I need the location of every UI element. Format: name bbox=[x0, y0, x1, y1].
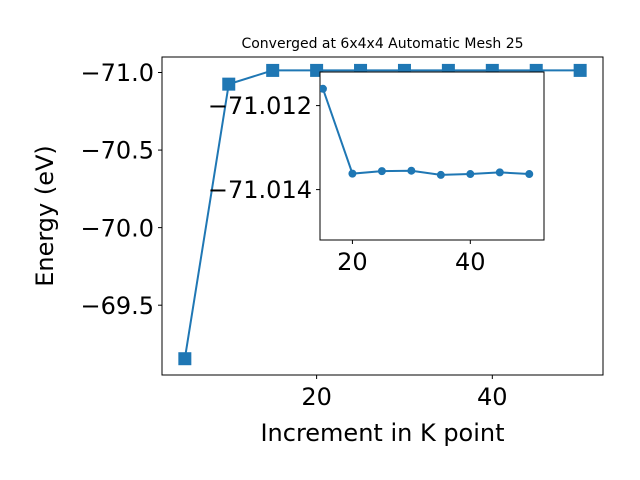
inset-x-tick-label: 40 bbox=[455, 248, 486, 276]
main-y-tick-label: −70.5 bbox=[80, 137, 154, 165]
main-x-tick-label: 40 bbox=[477, 383, 508, 411]
main-y-tick-label: −69.5 bbox=[80, 292, 154, 320]
inset-plot-frame bbox=[319, 71, 545, 241]
inset-series-group bbox=[320, 84, 534, 179]
main-data-point bbox=[573, 63, 587, 77]
main-y-ticks: −69.5 −70.0 −70.5 −71.0 bbox=[80, 59, 162, 320]
inset-x-ticks: 20 40 bbox=[337, 240, 486, 276]
inset-data-point bbox=[407, 166, 416, 175]
inset-data-point bbox=[348, 169, 357, 178]
inset-series-line bbox=[322, 88, 530, 176]
main-data-point bbox=[266, 63, 280, 77]
inset-plot: 20 40 −71.014−71.012 bbox=[208, 71, 545, 276]
inset-y-ticks: −71.014 −71.012 bbox=[208, 92, 320, 204]
inset-data-point bbox=[495, 168, 504, 177]
x-axis-label: Increment in K point bbox=[260, 419, 504, 447]
inset-x-tick-label: 20 bbox=[337, 248, 368, 276]
main-y-tick-label: −70.0 bbox=[80, 214, 154, 242]
main-x-tick-label: 20 bbox=[301, 383, 332, 411]
main-series-line bbox=[183, 69, 581, 359]
inset-data-point bbox=[320, 84, 327, 93]
inset-y-tick-label: −71.014 bbox=[208, 176, 312, 204]
y-axis-label: Energy (eV) bbox=[31, 145, 59, 287]
inset-data-point bbox=[466, 170, 475, 179]
inset-y-tick-label: −71.012 bbox=[208, 92, 312, 120]
inset-data-point bbox=[436, 170, 445, 179]
main-y-tick-label: −71.0 bbox=[80, 59, 154, 87]
inset-series bbox=[320, 84, 534, 179]
main-x-ticks: 20 40 bbox=[301, 375, 508, 411]
inset-data-point bbox=[525, 170, 534, 179]
main-data-point bbox=[222, 77, 236, 91]
chart-title: Converged at 6x4x4 Automatic Mesh 25 bbox=[241, 36, 523, 52]
inset-data-point bbox=[377, 167, 386, 176]
main-data-point bbox=[178, 352, 192, 366]
